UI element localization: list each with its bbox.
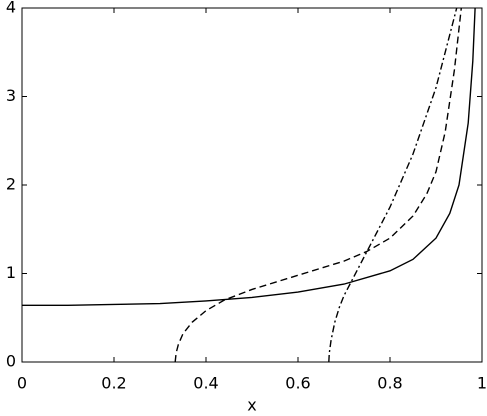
plot-area — [22, 8, 476, 362]
y-tick-label: 2 — [6, 175, 16, 194]
x-axis-label: x — [247, 396, 256, 415]
x-tick-label: 0.6 — [285, 374, 310, 393]
x-tick-label: 0 — [17, 374, 27, 393]
y-tick-label: 0 — [6, 352, 16, 371]
x-tick-label: 1 — [477, 374, 487, 393]
y-tick-label: 4 — [6, 0, 16, 17]
x-tick-label: 0.2 — [101, 374, 126, 393]
line-series — [328, 8, 458, 362]
y-tick-label: 1 — [6, 263, 16, 282]
y-tick-label: 3 — [6, 86, 16, 105]
line-series — [174, 8, 462, 362]
x-tick-label: 0.8 — [377, 374, 402, 393]
line-series — [22, 8, 476, 307]
x-tick-label: 0.4 — [193, 374, 218, 393]
plot-frame — [21, 7, 483, 363]
